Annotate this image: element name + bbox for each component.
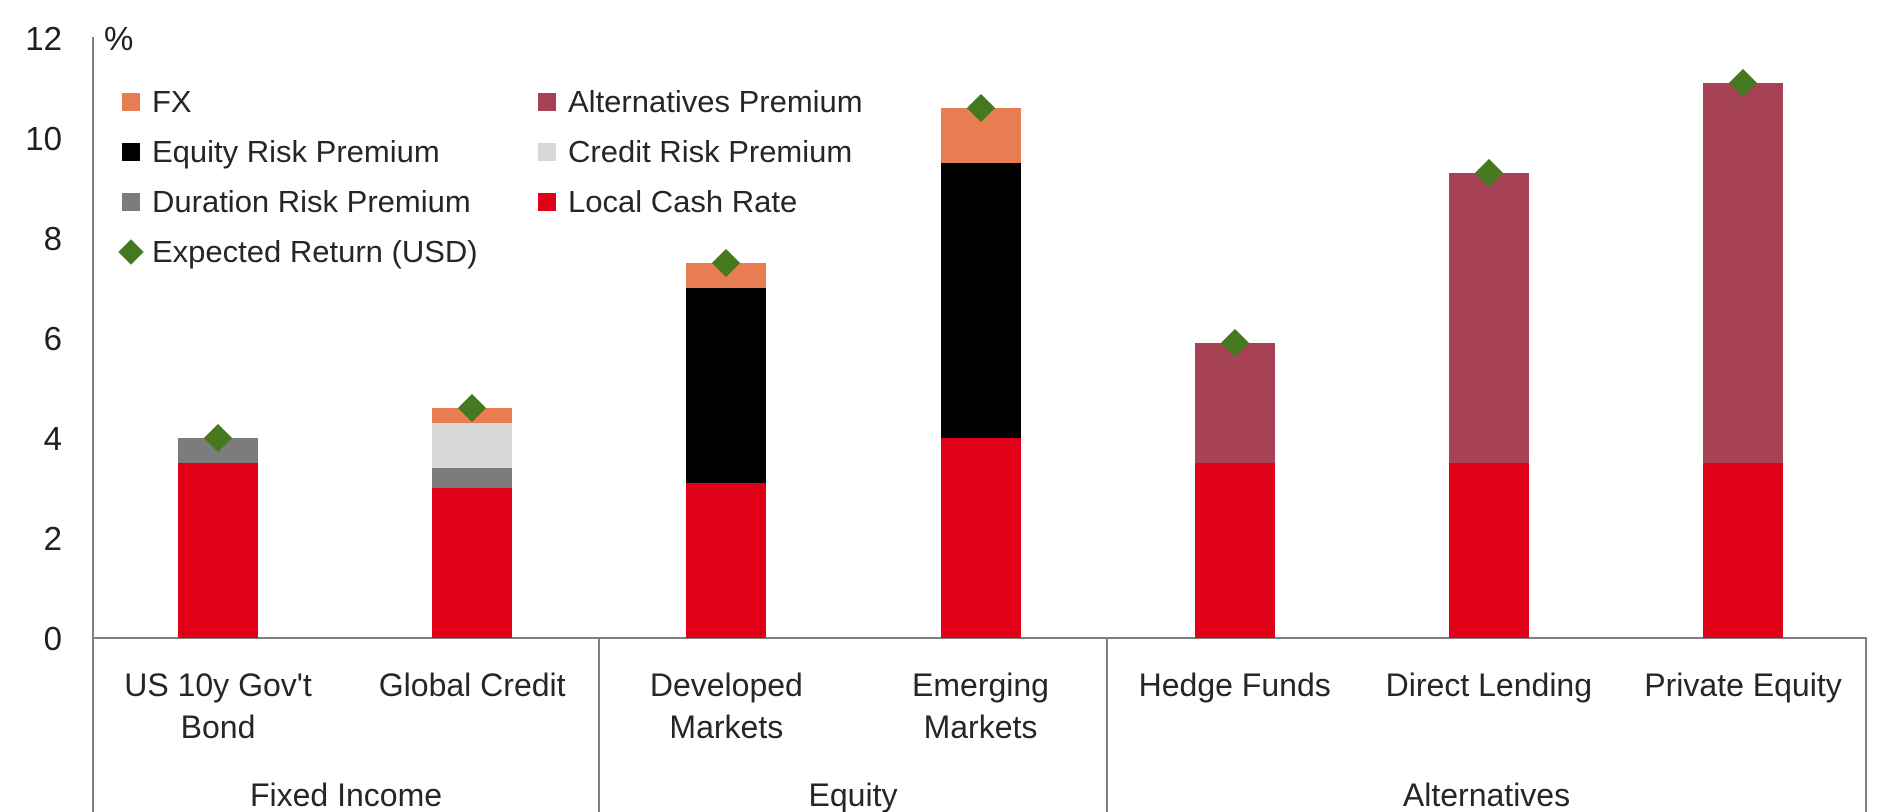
y-tick-label: 12 [25, 20, 62, 57]
bar-segment-local-cash-rate [432, 488, 513, 638]
y-tick-label: 8 [43, 220, 62, 257]
bar-segment-local-cash-rate [1194, 463, 1275, 638]
bar-segment-credit-risk-premium [432, 423, 513, 468]
bar-segment-local-cash-rate [940, 438, 1021, 638]
legend-item-label: Equity Risk Premium [152, 134, 440, 169]
category-label-line: Bond [180, 709, 256, 745]
bar-segment-alternatives-premium [1448, 173, 1529, 463]
group-label-fixed-income: Fixed Income [249, 777, 443, 812]
legend-item-label: Alternatives Premium [568, 84, 863, 119]
category-label-line: Global Credit [378, 667, 566, 703]
category-label-line: Direct Lending [1385, 667, 1593, 703]
legend-swatch-icon [538, 193, 556, 211]
bar-segment-equity-risk-premium [940, 163, 1021, 438]
bar-segment-duration-risk-premium [432, 468, 513, 488]
category-label: Hedge Funds [1085, 664, 1385, 706]
group-separator-line [1106, 638, 1108, 812]
category-label: Developed Markets [576, 664, 876, 748]
y-tick-label: 2 [43, 520, 62, 557]
category-label-line: US 10y Gov't [124, 667, 312, 703]
group-separator-line [1865, 638, 1867, 812]
x-axis-baseline [92, 637, 1867, 639]
bar-segment-local-cash-rate [1703, 463, 1784, 638]
y-tick-label: 10 [25, 120, 62, 157]
legend-swatch-icon [122, 143, 140, 161]
y-tick-label: 4 [43, 420, 62, 457]
category-label-line: Hedge Funds [1138, 667, 1331, 703]
bar-segment-local-cash-rate [1448, 463, 1529, 638]
y-tick-label: 6 [43, 320, 62, 357]
legend-item-label: FX [152, 84, 192, 119]
bar-segment-alternatives-premium [1194, 343, 1275, 463]
category-label: US 10y Gov't Bond [68, 664, 368, 748]
group-label-equity: Equity [808, 777, 898, 812]
y-tick-label: 0 [43, 620, 62, 657]
y-axis-line [92, 37, 94, 812]
category-label-line: Developed [649, 667, 803, 703]
legend-swatch-icon [538, 93, 556, 111]
bar-segment-alternatives-premium [1703, 83, 1784, 463]
y-axis-unit-label: % [104, 20, 134, 57]
bar-segment-local-cash-rate [686, 483, 767, 638]
category-label-line: Private Equity [1644, 667, 1842, 703]
category-label: Global Credit [322, 664, 622, 706]
category-label: Emerging Markets [831, 664, 1131, 748]
legend-swatch-icon [122, 193, 140, 211]
legend-item-label: Duration Risk Premium [152, 184, 471, 219]
legend-item-label: Local Cash Rate [568, 184, 798, 219]
category-label-line: Markets [923, 709, 1038, 745]
legend-swatch-icon [122, 93, 140, 111]
legend-diamond-icon [118, 239, 144, 265]
legend-item-label: Credit Risk Premium [568, 134, 853, 169]
legend-item-label: Expected Return (USD) [152, 234, 478, 269]
category-label-line: Emerging [912, 667, 1049, 703]
bar-segment-local-cash-rate [178, 463, 258, 638]
group-label-alternatives: Alternatives [1402, 777, 1571, 812]
group-separator-line [598, 638, 600, 812]
bar-segment-equity-risk-premium [686, 288, 767, 483]
legend-swatch-icon [538, 143, 556, 161]
category-label: Private Equity [1593, 664, 1886, 706]
category-label: Direct Lending [1339, 664, 1639, 706]
category-label-line: Markets [669, 709, 784, 745]
